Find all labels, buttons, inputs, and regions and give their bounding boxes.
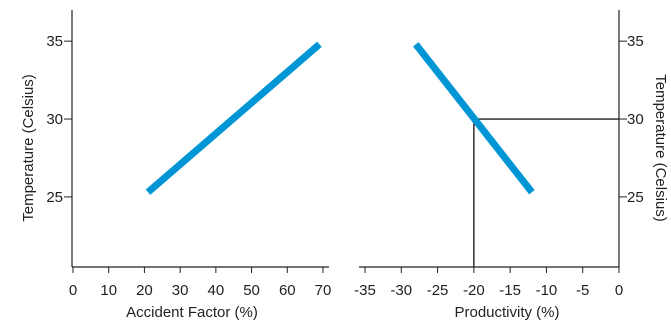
left-x-axis-title: Accident Factor (%) [126, 304, 258, 321]
right-x-tick-label: -30 [390, 282, 412, 299]
left-x-tick-label: 40 [208, 282, 225, 299]
left-series-line [145, 41, 322, 195]
right-y-tick-label: 30 [627, 111, 644, 128]
right-x-tick-label: -25 [427, 282, 449, 299]
left-y-tick-label: 35 [46, 33, 63, 50]
right-x-tick-label: -35 [354, 282, 376, 299]
left-x-tick-label: 0 [69, 282, 77, 299]
left-x-tick-label: 10 [100, 282, 117, 299]
left-y-tick-label: 30 [46, 111, 63, 128]
left-y-axis-title: Temperature (Celsius) [20, 74, 37, 222]
right-x-tick-label: -5 [576, 282, 589, 299]
right-x-tick-label: 0 [615, 282, 623, 299]
right-y-tick-label: 25 [627, 189, 644, 206]
right-x-tick-label: -20 [463, 282, 485, 299]
right-y-axis-title: Temperature (Celsius) [652, 74, 669, 222]
right-y-tick-label: 35 [627, 33, 644, 50]
left-chart: Temperature (Celsius) Accident Factor (%… [20, 10, 331, 321]
right-x-tick-label: -15 [499, 282, 521, 299]
left-x-tick-label: 70 [315, 282, 332, 299]
left-x-tick-label: 50 [243, 282, 260, 299]
right-chart: Temperature (Celsius) Productivity (%) -… [354, 10, 669, 321]
right-x-tick-label: -10 [536, 282, 558, 299]
left-x-tick-label: 20 [136, 282, 153, 299]
left-x-tick-label: 60 [279, 282, 296, 299]
right-series-line [413, 42, 535, 195]
left-y-tick-label: 25 [46, 189, 63, 206]
right-x-axis-title: Productivity (%) [454, 304, 559, 321]
left-x-tick-label: 30 [172, 282, 189, 299]
